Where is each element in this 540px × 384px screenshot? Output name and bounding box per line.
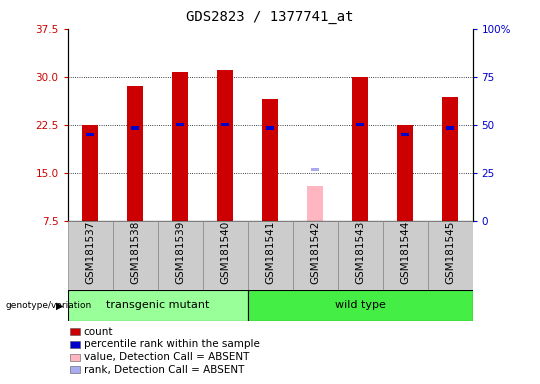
Text: GSM181539: GSM181539 — [175, 221, 185, 285]
Bar — [176, 123, 184, 126]
Bar — [247, 221, 293, 290]
Bar — [221, 123, 229, 126]
Bar — [68, 221, 112, 290]
Text: GSM181544: GSM181544 — [400, 221, 410, 285]
Bar — [352, 77, 368, 221]
Bar — [382, 221, 428, 290]
Text: rank, Detection Call = ABSENT: rank, Detection Call = ABSENT — [84, 365, 244, 375]
Text: percentile rank within the sample: percentile rank within the sample — [84, 339, 260, 349]
Text: wild type: wild type — [335, 300, 386, 310]
Bar — [311, 168, 319, 171]
Bar — [217, 70, 233, 221]
Bar — [307, 185, 323, 221]
Text: GSM181540: GSM181540 — [220, 221, 230, 285]
Bar — [172, 72, 188, 221]
Text: value, Detection Call = ABSENT: value, Detection Call = ABSENT — [84, 352, 249, 362]
Bar — [428, 221, 472, 290]
Bar — [442, 97, 458, 221]
Bar — [158, 221, 202, 290]
Text: ▶: ▶ — [56, 300, 64, 310]
Text: transgenic mutant: transgenic mutant — [106, 300, 209, 310]
Bar — [127, 86, 143, 221]
Bar — [131, 126, 139, 129]
Bar — [446, 126, 454, 129]
Bar — [112, 221, 158, 290]
Bar — [68, 290, 247, 321]
Bar — [356, 123, 364, 126]
Bar — [262, 99, 278, 221]
Text: GSM181542: GSM181542 — [310, 221, 320, 285]
Bar — [338, 221, 382, 290]
Bar — [86, 133, 94, 136]
Bar — [293, 221, 338, 290]
Bar — [401, 133, 409, 136]
Text: GSM181537: GSM181537 — [85, 221, 95, 285]
Text: GSM181545: GSM181545 — [445, 221, 455, 285]
Text: GDS2823 / 1377741_at: GDS2823 / 1377741_at — [186, 10, 354, 23]
Bar — [202, 221, 247, 290]
Bar — [247, 290, 472, 321]
Text: GSM181543: GSM181543 — [355, 221, 365, 285]
Text: count: count — [84, 327, 113, 337]
Bar — [266, 126, 274, 129]
Bar — [397, 125, 413, 221]
Text: GSM181541: GSM181541 — [265, 221, 275, 285]
Text: GSM181538: GSM181538 — [130, 221, 140, 285]
Bar — [82, 125, 98, 221]
Text: genotype/variation: genotype/variation — [5, 301, 92, 310]
